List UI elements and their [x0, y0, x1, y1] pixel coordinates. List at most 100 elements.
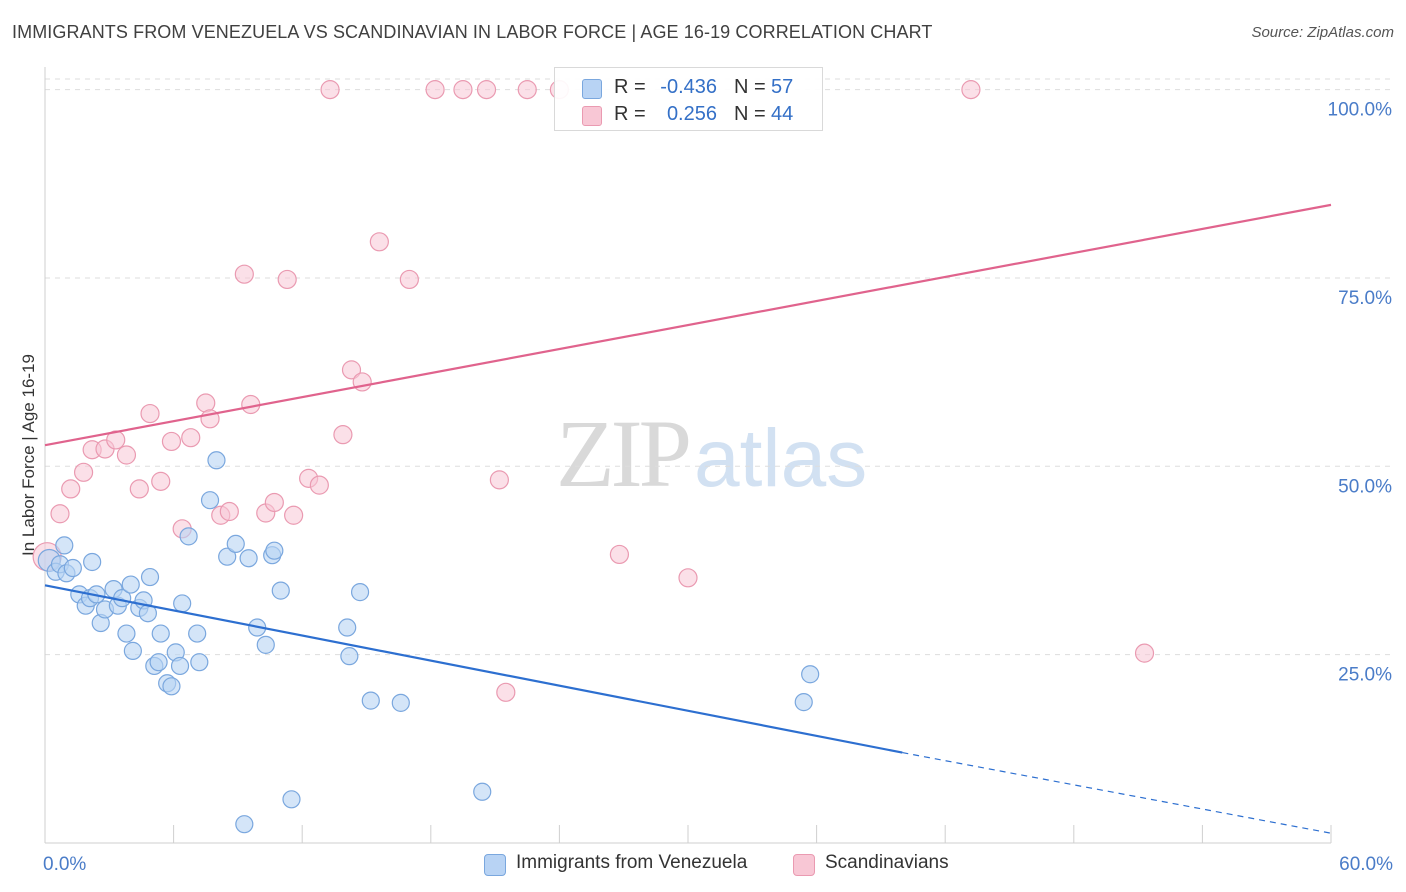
y-tick-label: 25.0% [1338, 665, 1392, 686]
data-point-venezuela [63, 558, 82, 578]
data-point-scandinavians [284, 505, 304, 525]
axes [44, 67, 1332, 844]
data-point-scandinavians [476, 80, 497, 100]
data-point-venezuela [794, 693, 813, 712]
data-point-venezuela [361, 691, 380, 710]
legend-swatch-pink [582, 106, 602, 126]
legend-r-value: -0.436 [660, 76, 717, 98]
data-point-venezuela [218, 547, 237, 566]
data-point-venezuela [190, 653, 209, 672]
data-point-scandinavians [151, 471, 171, 491]
legend-row-venezuela: R = -0.436 N = 57 [555, 73, 822, 103]
bottom-legend-swatch-pink [793, 854, 815, 876]
data-point-venezuela [170, 656, 190, 676]
series-scandinavians-points [32, 80, 1155, 702]
data-point-scandinavians [73, 462, 94, 482]
data-point-scandinavians [264, 492, 284, 513]
data-point-venezuela [340, 647, 359, 666]
watermark: ZIPatlas [556, 398, 867, 509]
data-point-venezuela [151, 624, 170, 643]
data-point-scandinavians [320, 80, 340, 100]
legend-row-scandinavians: R = 0.256 N = 44 [555, 100, 822, 130]
data-point-venezuela [226, 534, 245, 554]
data-point-scandinavians [161, 431, 182, 452]
data-point-scandinavians [309, 475, 329, 495]
watermark-zip: ZIP [556, 400, 692, 507]
data-point-scandinavians [425, 80, 445, 100]
watermark-atlas: atlas [694, 413, 868, 504]
data-point-venezuela [188, 624, 207, 643]
data-point-scandinavians [50, 504, 70, 524]
legend-n-label: N = [734, 76, 766, 98]
data-point-venezuela [55, 536, 74, 555]
data-point-scandinavians [234, 264, 254, 284]
data-point-scandinavians [140, 403, 160, 424]
data-point-venezuela [350, 583, 370, 602]
data-point-venezuela [117, 624, 136, 643]
y-tick-label: 50.0% [1338, 476, 1392, 497]
data-point-scandinavians [678, 568, 698, 588]
data-point-scandinavians [489, 470, 509, 490]
data-point-scandinavians [196, 393, 216, 413]
data-point-venezuela [121, 575, 140, 594]
data-point-venezuela [239, 549, 258, 568]
data-point-venezuela [207, 451, 226, 470]
data-point-scandinavians [453, 80, 473, 100]
bottom-legend-swatch-blue [484, 854, 506, 876]
data-point-venezuela [83, 552, 102, 572]
chart-title: IMMIGRANTS FROM VENEZUELA VS SCANDINAVIA… [12, 22, 933, 42]
data-point-venezuela [801, 665, 820, 684]
legend-r-value: 0.256 [666, 103, 717, 125]
y-tick-label: 75.0% [1338, 288, 1392, 309]
data-point-venezuela [265, 541, 284, 560]
bottom-legend-label-pink: Scandinavians [825, 852, 949, 873]
data-point-venezuela [162, 677, 181, 696]
data-point-scandinavians [219, 501, 239, 522]
data-point-scandinavians [961, 80, 981, 100]
data-point-venezuela [140, 567, 160, 587]
legend-n-label: N = [734, 103, 766, 125]
trend-lines [44, 203, 1332, 834]
legend-r-label: R = [614, 103, 646, 125]
x-tick-label: 0.0% [43, 854, 86, 875]
data-point-scandinavians [341, 360, 362, 380]
trendline-scandinavians [44, 203, 1332, 447]
data-point-venezuela [235, 815, 254, 834]
trendline-venezuela [44, 584, 903, 754]
data-point-scandinavians [129, 479, 149, 499]
correlation-legend: R = -0.436 N = 57 R = 0.256 N = 44 [554, 67, 823, 131]
data-point-venezuela [256, 635, 275, 654]
data-point-venezuela [179, 527, 198, 546]
chart-source: Source: ZipAtlas.com [1251, 24, 1394, 41]
data-point-venezuela [123, 641, 142, 660]
data-point-scandinavians [352, 372, 372, 392]
data-point-scandinavians [277, 269, 297, 290]
data-point-venezuela [282, 790, 301, 809]
data-point-venezuela [173, 594, 192, 613]
legend-n-value: 57 [771, 76, 794, 98]
trendline-venezuela-extrapolated [902, 752, 1332, 834]
data-point-scandinavians [181, 428, 201, 448]
legend-swatch-blue [582, 79, 602, 99]
data-point-scandinavians [517, 80, 537, 100]
data-point-scandinavians [399, 269, 419, 290]
data-point-venezuela [149, 653, 168, 672]
legend-r-label: R = [614, 76, 646, 98]
data-point-scandinavians [369, 232, 389, 252]
data-point-venezuela [391, 693, 410, 712]
data-point-venezuela [271, 581, 290, 600]
data-point-scandinavians [116, 445, 137, 465]
data-point-scandinavians [609, 544, 630, 565]
series-venezuela-points [37, 451, 820, 834]
grid-lines [45, 78, 1392, 656]
bottom-legend-label-blue: Immigrants from Venezuela [516, 852, 748, 873]
data-point-scandinavians [1134, 643, 1155, 663]
tick-labels: 25.0% 50.0% 75.0% 100.0% 0.0% 60.0% [43, 100, 1393, 875]
data-point-venezuela [338, 618, 357, 637]
y-tick-label: 100.0% [1328, 100, 1393, 121]
data-point-scandinavians [333, 425, 353, 445]
data-point-scandinavians [61, 479, 81, 499]
x-tick-label: 60.0% [1339, 854, 1393, 875]
data-point-venezuela [200, 491, 220, 510]
